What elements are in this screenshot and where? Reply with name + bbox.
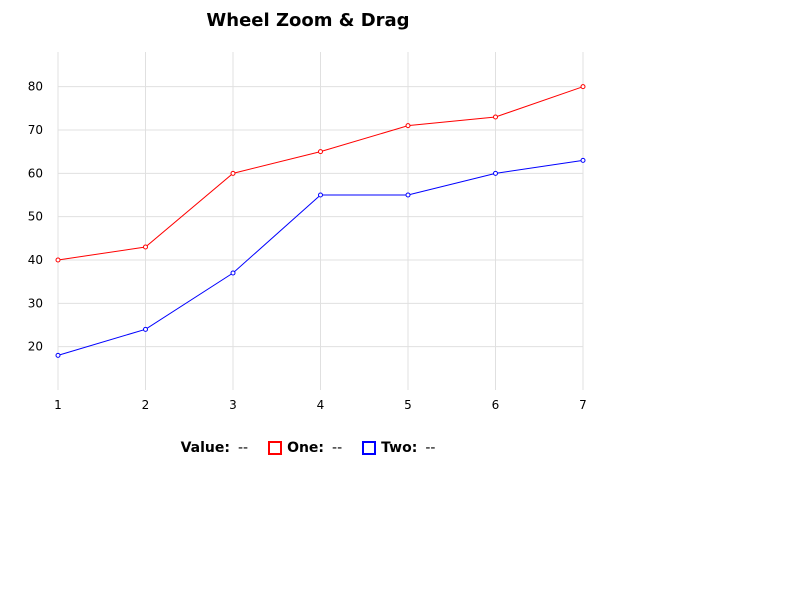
y-tick-label: 40	[28, 253, 43, 267]
legend-value-label: Value:	[180, 440, 230, 456]
legend-readout-two: --	[425, 440, 436, 456]
x-tick-label: 6	[492, 398, 500, 412]
data-point-two	[405, 192, 411, 198]
chart-legend: Value: -- One: -- Two: --	[0, 440, 616, 456]
y-tick-label: 30	[28, 296, 43, 310]
data-point-one	[580, 84, 586, 90]
chart-title: Wheel Zoom & Drag	[206, 10, 410, 31]
y-tick-label: 20	[28, 340, 43, 354]
x-tick-label: 3	[229, 398, 237, 412]
data-point-two	[143, 326, 148, 332]
legend-item-one[interactable]: One: --	[268, 440, 342, 456]
x-tick-label: 5	[404, 398, 412, 412]
x-tick-label: 4	[317, 398, 325, 412]
x-tick-label: 2	[142, 398, 150, 412]
y-tick-label: 50	[28, 210, 43, 224]
x-tick-label: 1	[54, 398, 62, 412]
data-point-two	[318, 192, 323, 198]
legend-item-two[interactable]: Two: --	[362, 440, 435, 456]
data-point-one	[318, 149, 323, 155]
legend-swatch-two[interactable]	[362, 441, 377, 455]
y-tick-label: 80	[28, 80, 43, 94]
legend-readout-one: --	[332, 440, 343, 456]
y-tick-label: 60	[28, 166, 43, 180]
legend-swatch-one[interactable]	[268, 441, 283, 455]
data-point-one	[143, 244, 148, 250]
legend-value-readout: Value: --	[181, 440, 249, 456]
x-tick-label: 7	[579, 398, 587, 412]
data-point-two	[230, 270, 236, 276]
legend-value-text: --	[237, 440, 249, 456]
data-point-one	[493, 114, 498, 120]
data-point-one	[230, 170, 236, 176]
data-point-two	[580, 157, 586, 163]
data-point-two	[493, 170, 498, 176]
data-point-one	[55, 257, 61, 263]
legend-label-one: One:	[287, 440, 325, 456]
y-tick-label: 70	[28, 123, 43, 137]
data-point-two	[55, 352, 61, 358]
legend-label-two: Two:	[381, 440, 418, 456]
data-point-one	[405, 123, 411, 129]
